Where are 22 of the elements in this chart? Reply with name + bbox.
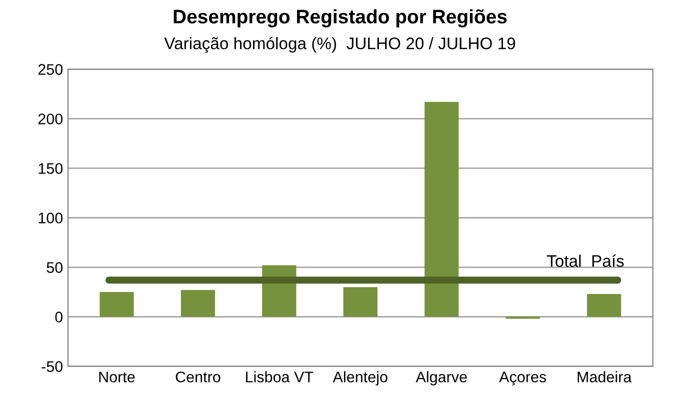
y-tick-label: 50 xyxy=(46,262,63,273)
bar xyxy=(100,292,134,317)
x-tick-label: Centro xyxy=(176,372,220,382)
ref-line-label: Total País xyxy=(546,254,624,267)
y-tick-label: 250 xyxy=(38,64,63,75)
x-tick-label: Alentejo xyxy=(332,371,388,386)
x-tick-label: Madeira xyxy=(578,371,632,382)
y-tick-label: 200 xyxy=(38,114,63,124)
x-tick-label: Algarve xyxy=(416,371,467,386)
x-tick-label: Açores xyxy=(499,372,546,386)
y-tick-label: 0 xyxy=(55,312,63,322)
chart-title: Desemprego Registado por Regiões xyxy=(174,9,507,28)
bar xyxy=(180,290,216,317)
x-tick-label: Lisboa VT xyxy=(246,371,314,382)
chart-subtitle: Variação homóloga (%) JULHO 20 / JULHO 19 xyxy=(164,36,516,53)
y-tick-label: 150 xyxy=(38,163,63,174)
bar xyxy=(343,287,378,317)
y-tick-label: 100 xyxy=(38,212,63,224)
y-tick-label: -50 xyxy=(42,361,63,372)
bar xyxy=(424,102,459,317)
bar xyxy=(587,294,622,317)
x-tick-label: Norte xyxy=(99,372,135,382)
